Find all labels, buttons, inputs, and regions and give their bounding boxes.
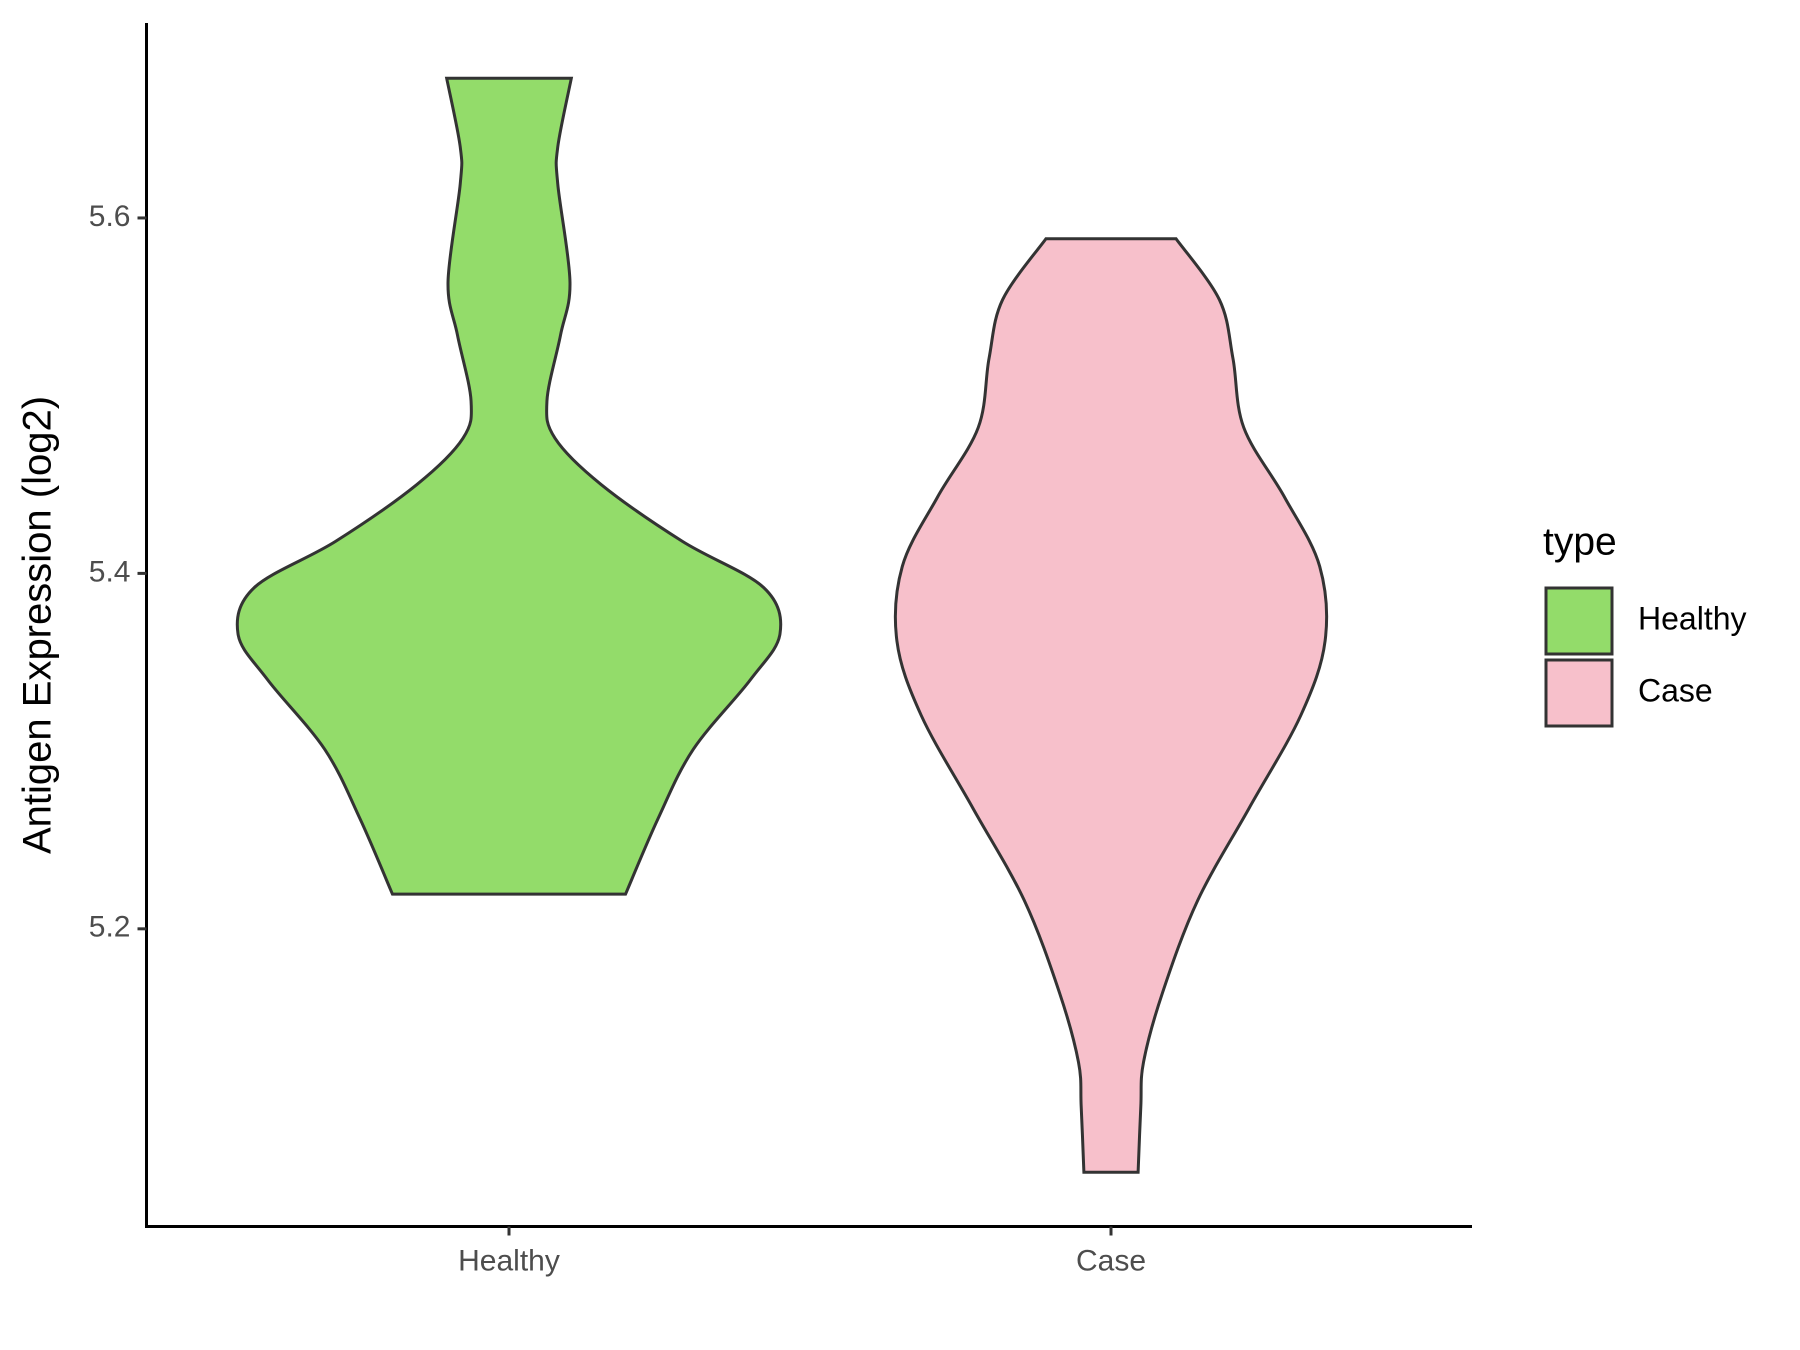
legend-label: Case xyxy=(1638,672,1713,708)
x-tick-label: Healthy xyxy=(458,1244,560,1277)
legend-title: type xyxy=(1543,520,1617,563)
legend-label: Healthy xyxy=(1638,600,1747,636)
y-axis-title: Antigen Expression (log2) xyxy=(16,396,60,854)
legend-key xyxy=(1544,586,1614,656)
y-tick-label: 5.6 xyxy=(89,200,131,233)
y-tick-label: 5.4 xyxy=(89,555,131,588)
y-tick-label: 5.2 xyxy=(89,911,131,944)
violin xyxy=(893,237,1329,1174)
x-tick-label: Case xyxy=(1076,1244,1146,1277)
legend-key xyxy=(1544,658,1614,728)
violin xyxy=(235,76,783,896)
